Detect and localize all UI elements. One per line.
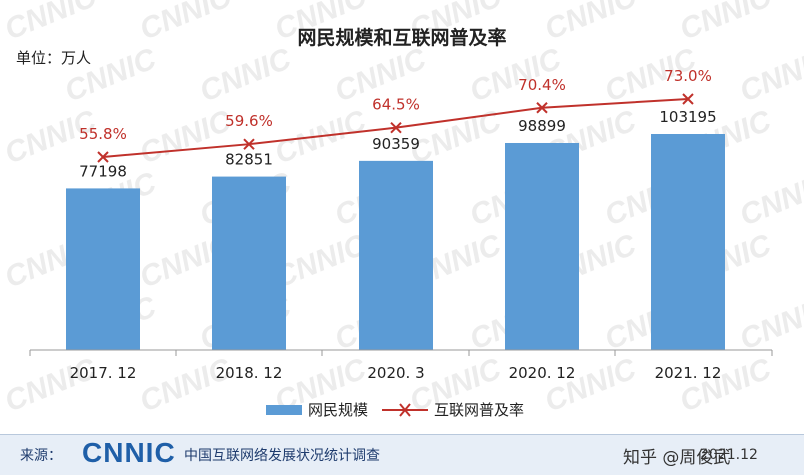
line-value-labels: 55.8% 59.6% 64.5% 70.4% 73.0% — [79, 67, 712, 143]
source-footer: 来源： CNNIC 中国互联网络发展状况统计调查 知乎 @周俊武 2021.12 — [0, 434, 804, 475]
line-point-marker — [97, 151, 109, 163]
watermark-text: CNNIC — [135, 104, 237, 171]
legend: 网民规模 互联网普及率 — [266, 401, 524, 419]
line-value-label: 73.0% — [664, 67, 712, 85]
line-point-marker — [682, 93, 694, 105]
cnnic-logo: CNNIC — [82, 437, 176, 468]
unit-label: 单位：万人 — [16, 49, 91, 67]
watermark-text: CNNIC — [0, 0, 102, 46]
line-point-marker — [390, 121, 402, 134]
source-name: 中国互联网络发展状况统计调查 — [184, 448, 380, 464]
watermark-text: CNNIC — [735, 290, 804, 357]
chart-title: 网民规模和互联网普及率 — [297, 26, 506, 49]
credit-text: 知乎 @周俊武 — [623, 448, 731, 468]
x-tick-label: 2020. 3 — [367, 364, 424, 382]
legend-swatch-bar — [266, 405, 302, 415]
bar-series — [66, 134, 725, 350]
legend-label-line: 互联网普及率 — [434, 401, 524, 419]
x-axis-labels: 2017. 12 2018. 12 2020. 3 2020. 12 2021. 12 — [70, 364, 722, 382]
bar — [66, 188, 140, 350]
watermark-text: CNNIC — [675, 352, 777, 419]
bar — [212, 176, 286, 350]
bar-value-label: 77198 — [79, 162, 127, 180]
bar — [651, 134, 725, 350]
watermark-text: CNNIC — [195, 42, 297, 109]
watermark-text: CNNIC — [270, 104, 372, 171]
legend-label-bar: 网民规模 — [308, 401, 368, 419]
watermark-text: CNNIC — [135, 0, 237, 46]
bar-value-label: 82851 — [225, 151, 273, 169]
line-point-marker — [243, 138, 255, 150]
bar-value-label: 98899 — [518, 117, 566, 135]
source-label: 来源： — [20, 448, 62, 464]
watermark-text: CNNIC — [735, 166, 804, 233]
line-value-label: 59.6% — [225, 112, 273, 130]
x-tick-label: 2020. 12 — [509, 364, 576, 382]
x-tick-label: 2021. 12 — [655, 364, 722, 382]
bar — [359, 160, 433, 350]
line-value-label: 70.4% — [518, 76, 566, 94]
x-axis-ticks — [29, 350, 773, 356]
bar — [505, 142, 579, 350]
watermark-text: CNNIC — [135, 352, 237, 419]
bar-value-labels: 77198 82851 90359 98899 103195 — [79, 108, 716, 180]
bar-value-label: 103195 — [659, 108, 716, 126]
x-tick-label: 2018. 12 — [216, 364, 283, 382]
date-stamp: 2021.12 — [700, 447, 758, 463]
watermark-text: CNNIC — [0, 352, 102, 419]
watermark-text: CNNIC — [735, 42, 804, 109]
x-tick-label: 2017. 12 — [70, 364, 137, 382]
watermark-text: CNNIC — [675, 0, 777, 46]
watermark-text: CNNIC — [540, 0, 642, 46]
watermark-text: CNNIC — [540, 352, 642, 419]
legend-marker-x-icon — [399, 403, 411, 417]
line-value-label: 55.8% — [79, 125, 127, 143]
line-series — [97, 93, 694, 163]
line-point-marker — [536, 102, 548, 114]
line-value-label: 64.5% — [372, 96, 420, 114]
bar-value-label: 90359 — [372, 135, 420, 153]
